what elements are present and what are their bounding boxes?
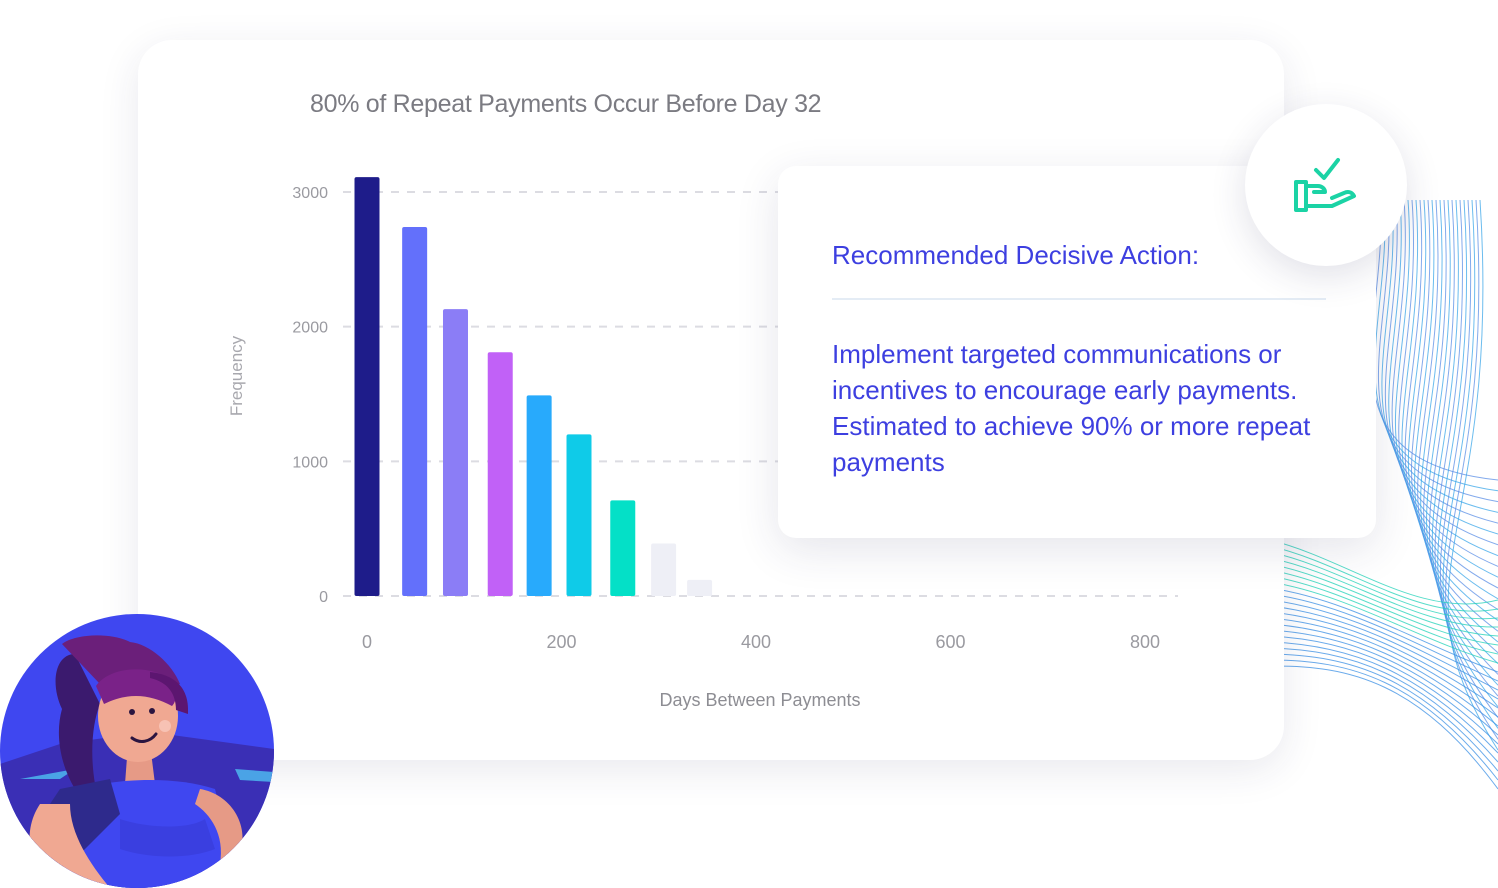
y-tick-label: 1000 — [292, 454, 328, 471]
x-tick-label: 200 — [546, 632, 576, 652]
badge-circle — [1245, 104, 1407, 266]
histogram-bar-9 — [687, 579, 713, 596]
action-card-body: Implement targeted communications or inc… — [832, 339, 1311, 477]
histogram-bar-8 — [651, 543, 677, 596]
histogram-bar-1 — [354, 177, 380, 597]
y-axis-label: Frequency — [227, 335, 246, 416]
y-tick-label: 3000 — [292, 185, 328, 202]
histogram-bar-4 — [487, 352, 513, 596]
y-tick-label: 2000 — [292, 320, 328, 337]
histogram-bar-6 — [566, 434, 592, 596]
histogram-chart: 0 1000 2000 3000 0 200 400 600 800 Frequency Da… — [227, 177, 1178, 710]
action-card-divider — [832, 298, 1326, 300]
y-tick-label: 0 — [319, 589, 328, 606]
histogram-bar-2 — [402, 227, 428, 596]
decorative-wave-mesh — [1270, 200, 1498, 790]
woman-avatar-illustration — [0, 614, 274, 888]
x-tick-label: 0 — [362, 632, 372, 652]
x-tick-label: 800 — [1130, 632, 1160, 652]
chart-title: 80% of Repeat Payments Occur Before Day … — [310, 90, 822, 118]
recommended-action-card: Recommended Decisive Action: Implement t… — [778, 166, 1376, 538]
histogram-bar-7 — [610, 500, 636, 596]
histogram-bar-5 — [526, 395, 552, 596]
x-axis-label: Days Between Payments — [659, 690, 860, 710]
hand-check-icon — [1294, 158, 1356, 212]
histogram-bar-3 — [442, 309, 468, 596]
action-card-title: Recommended Decisive Action: — [832, 240, 1200, 270]
x-tick-label: 400 — [741, 632, 771, 652]
x-tick-label: 600 — [935, 632, 965, 652]
